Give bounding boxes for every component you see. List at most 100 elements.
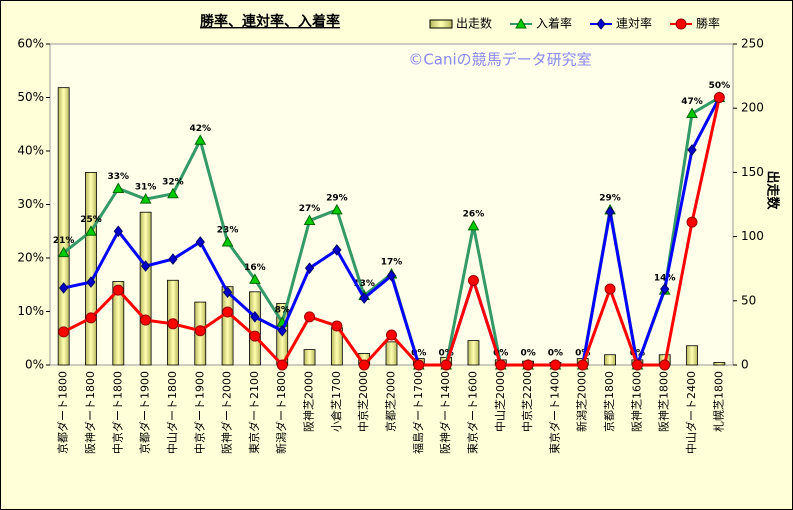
value-label: 33% <box>108 172 130 182</box>
value-label: 17% <box>381 258 403 268</box>
marker <box>249 330 261 342</box>
marker <box>359 292 369 304</box>
legend-label: 連対率 <box>616 16 652 31</box>
marker <box>194 134 207 145</box>
marker <box>277 324 287 337</box>
y-tick-label: 30% <box>17 197 44 211</box>
x-tick-label: 中京芝2200 <box>520 371 534 432</box>
x-tick-label: 阪神芝1600 <box>629 371 643 432</box>
marker <box>113 225 123 238</box>
value-label: 25% <box>80 215 102 225</box>
y-tick-label: 40% <box>17 144 44 158</box>
value-label: 8% <box>275 306 290 316</box>
value-label: 32% <box>162 177 184 187</box>
y-tick-label: 0% <box>25 358 44 372</box>
marker <box>194 325 206 337</box>
marker <box>713 92 725 103</box>
x-tick-label: 福島ダート1700 <box>411 371 425 454</box>
value-label: 0% <box>411 349 426 359</box>
value-label: 29% <box>326 193 348 203</box>
x-tick-label: 中京ダート1800 <box>110 371 124 454</box>
marker <box>631 359 643 371</box>
x-tick-label: 阪神芝1800 <box>657 371 671 432</box>
marker <box>604 283 616 295</box>
marker <box>413 359 425 371</box>
x-tick-label: 新潟芝2000 <box>575 371 589 432</box>
y-tick-label: 10% <box>17 304 44 318</box>
marker <box>660 283 670 295</box>
value-label: 26% <box>463 209 485 219</box>
x-tick-label: 阪神ダート2000 <box>220 371 234 454</box>
bar <box>57 87 70 366</box>
x-tick-label: 阪神ダート1800 <box>83 371 97 454</box>
value-label: 50% <box>709 81 731 91</box>
x-tick-label: 中山芝2000 <box>494 371 507 432</box>
value-label: 0% <box>493 349 508 359</box>
marker <box>112 182 125 193</box>
x-tick-label: 中山ダート1800 <box>165 371 179 454</box>
x-tick-label: 京都ダート1900 <box>138 371 152 454</box>
value-label: 14% <box>654 274 676 284</box>
marker <box>686 107 698 119</box>
marker <box>249 273 261 284</box>
x-tick-label: 阪神芝2000 <box>302 371 316 432</box>
marker <box>140 314 152 326</box>
plot-area <box>49 43 734 366</box>
marker <box>222 286 233 299</box>
value-label: 13% <box>353 279 375 289</box>
y-tick-label: 20% <box>17 251 44 265</box>
value-label: 27% <box>299 204 321 214</box>
value-label: 42% <box>189 124 211 134</box>
bar <box>686 345 698 366</box>
marker <box>57 246 70 258</box>
value-label: 31% <box>135 183 157 193</box>
value-label: 0% <box>438 349 453 359</box>
x-tick-label: 新潟ダート1800 <box>274 371 288 454</box>
y2-tick-label: 200 <box>741 101 764 115</box>
value-label: 0% <box>548 349 563 359</box>
marker <box>85 225 97 236</box>
x-tick-label: 小倉芝1700 <box>329 371 343 432</box>
y2-tick-label: 250 <box>741 37 764 51</box>
x-tick-label: 東京ダート1400 <box>547 371 561 454</box>
marker <box>222 306 234 318</box>
marker <box>140 260 151 272</box>
legend-label: 出走数 <box>456 16 492 31</box>
marker <box>331 203 343 215</box>
marker <box>112 284 124 296</box>
value-label: 29% <box>599 193 621 203</box>
marker <box>167 187 179 199</box>
value-label: 16% <box>244 263 266 273</box>
x-tick-label: 京都芝1800 <box>602 371 616 432</box>
x-tick-label: 中山ダート2400 <box>684 371 698 454</box>
x-tick-label: 京都ダート1800 <box>56 371 70 454</box>
bar <box>604 354 616 366</box>
x-tick-label: 京都芝2000 <box>384 371 398 432</box>
bar <box>467 340 480 366</box>
value-label: 0% <box>630 349 645 359</box>
value-label: 0% <box>520 349 535 359</box>
x-tick-label: 東京ダート1600 <box>465 371 479 454</box>
marker <box>276 359 288 371</box>
marker <box>386 329 397 341</box>
marker <box>386 269 397 282</box>
marker <box>686 216 698 228</box>
x-tick-label: 阪神ダート1400 <box>438 371 452 454</box>
marker <box>304 262 315 274</box>
y-tick-label: 60% <box>17 37 44 51</box>
value-label: 47% <box>681 97 703 107</box>
marker <box>467 219 480 231</box>
marker <box>605 206 615 218</box>
legend-label: 勝率 <box>696 16 720 31</box>
marker <box>139 193 152 204</box>
value-label: 21% <box>53 236 75 246</box>
marker <box>495 359 507 371</box>
legend-label: 入着率 <box>536 16 572 31</box>
legend-swatch <box>429 19 453 29</box>
marker <box>687 144 697 156</box>
x-tick-label: 中京ダート1900 <box>192 371 206 454</box>
bar <box>139 211 152 366</box>
marker <box>467 274 479 286</box>
marker <box>221 235 234 247</box>
marker <box>304 311 316 323</box>
